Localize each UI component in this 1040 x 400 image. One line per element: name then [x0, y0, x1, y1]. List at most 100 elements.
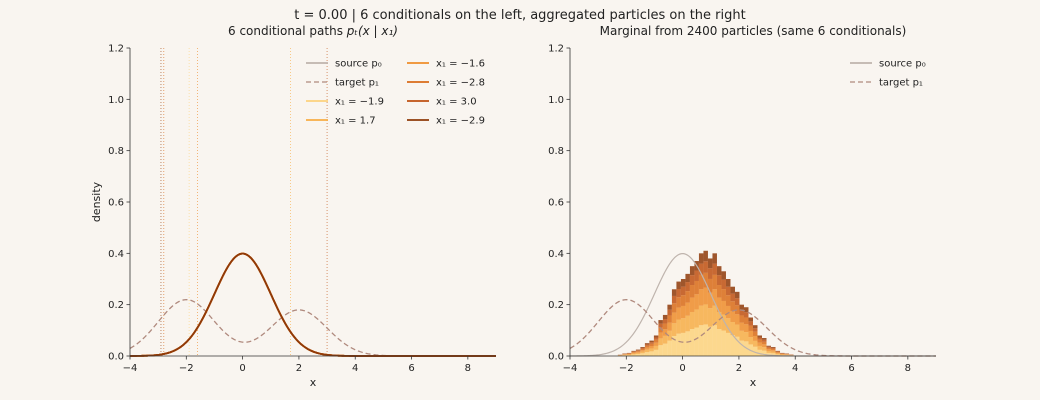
histogram-bar-segment [626, 354, 632, 356]
histogram-bar-segment [766, 350, 772, 353]
histogram-bar-segment [775, 351, 781, 352]
histogram-bar-segment [635, 354, 641, 356]
histogram-bar-segment [739, 340, 744, 356]
x-tick-label: 0 [679, 363, 685, 374]
histogram-bar-segment [753, 331, 758, 336]
histogram-bar-segment [753, 340, 758, 347]
histogram-bar-segment [649, 345, 654, 349]
left-y-axis-label: density [90, 181, 103, 222]
histogram-bar-segment [631, 353, 636, 355]
histogram-bar-segment [671, 335, 677, 356]
histogram-bar-segment [743, 332, 749, 342]
histogram-bar-segment [762, 350, 767, 356]
histogram-bar-segment [748, 317, 753, 322]
histogram-bar-segment [725, 279, 731, 287]
histogram-bar-segment [689, 285, 695, 298]
histogram-bar-segment [757, 345, 762, 350]
right-legend: source p₀ target p₁ [850, 59, 926, 89]
histogram-bar-segment [658, 323, 663, 328]
histogram-bar-segment [725, 286, 731, 296]
histogram-bar-segment [635, 351, 641, 353]
conditional-curve [129, 252, 496, 357]
histogram-bar-segment [667, 330, 672, 341]
histogram-bar-segment [671, 289, 677, 296]
histogram-bar-segment [676, 281, 681, 290]
histogram-bar-segment [766, 345, 772, 347]
histogram-bar-segment [734, 324, 740, 337]
histogram-bar-segment [757, 337, 762, 340]
histogram-bar-segment [716, 329, 722, 356]
histogram-bar-segment [640, 347, 645, 349]
y-tick-label: 0.8 [108, 146, 124, 157]
histogram-bar-segment [753, 328, 758, 332]
histogram-bar-segment [707, 258, 713, 269]
conditional-curve [129, 252, 496, 357]
right-panel-title: Marginal from 2400 particles (same 6 con… [600, 24, 907, 38]
histogram-bar-segment [716, 311, 722, 330]
histogram-bar-segment [707, 268, 713, 279]
histogram-bar-segment [653, 337, 659, 340]
histogram-bar-segment [766, 346, 772, 348]
histogram-bar-segment [658, 332, 663, 339]
histogram-bar-segment [757, 339, 762, 343]
histogram-bar-segment [658, 338, 663, 346]
conditional-curve [129, 252, 496, 357]
histogram-bar-segment [685, 291, 690, 303]
x-tick-label: −2 [179, 363, 194, 374]
histogram-bar-segment [644, 349, 650, 353]
source-curve [129, 253, 496, 357]
legend-label: x₁ = −1.6 [436, 59, 485, 70]
x-tick-label: 0 [239, 363, 245, 374]
histogram-bar-segment [644, 343, 650, 345]
histogram-bar-segment [626, 355, 632, 356]
histogram-bar-segment [771, 351, 776, 354]
histogram-bar-segment [671, 295, 677, 304]
histogram-bar-segment [748, 337, 753, 345]
x-tick-label: 2 [736, 363, 742, 374]
histogram-bar-segment [721, 314, 726, 331]
legend-label: x₁ = −2.9 [436, 116, 485, 127]
histogram-bar-segment [694, 309, 699, 328]
y-tick-label: 0.4 [548, 249, 564, 260]
y-tick-label: 0.4 [108, 249, 124, 260]
histogram-bar-segment [662, 335, 668, 344]
histogram-bar-segment [762, 347, 767, 351]
histogram-bar-segment [775, 353, 781, 355]
histogram-bar-segment [685, 273, 690, 283]
histogram-bar-segment [753, 325, 758, 329]
histogram-bar-segment [707, 326, 713, 356]
y-tick-label: 1.0 [548, 95, 564, 106]
histogram-bar-segment [671, 323, 677, 336]
histogram-bar-segment [734, 314, 740, 325]
y-tick-label: 0.8 [548, 146, 564, 157]
histogram-bar-segment [694, 327, 699, 356]
histogram-bar-segment [640, 353, 645, 356]
right-x-axis: −4 −2 0 2 4 6 8 [563, 355, 936, 374]
histogram-bar-segment [734, 336, 740, 356]
histogram-bar-segment [734, 305, 740, 315]
histogram-bar-segment [698, 325, 704, 356]
histogram-bar-segment [716, 266, 722, 276]
histogram-bar-segment [716, 275, 722, 286]
histogram-bar-segment [721, 289, 726, 301]
histogram-bar-segment [712, 325, 717, 356]
histogram-bar-segment [689, 297, 695, 312]
histogram-bar-segment [748, 330, 753, 338]
histogram-bar-segment [739, 315, 744, 323]
histogram-bar-segment [631, 350, 636, 352]
histogram-bar-segment [762, 339, 767, 342]
histogram-bar-segment [775, 352, 781, 354]
x-tick-label: 4 [792, 363, 798, 374]
histogram-bar-segment [676, 307, 681, 320]
x-tick-label: 6 [408, 363, 414, 374]
histogram-bar-segment [753, 335, 758, 341]
histogram-bar-segment [698, 305, 704, 326]
histogram-bar-segment [649, 342, 654, 344]
histogram-bar-segment [676, 289, 681, 298]
histogram-bar-segment [721, 300, 726, 315]
left-x-axis-label: x [310, 376, 317, 389]
histogram-bar-segment [775, 351, 781, 353]
histogram-bar-segment [662, 319, 668, 324]
histogram-bar-segment [667, 340, 672, 356]
